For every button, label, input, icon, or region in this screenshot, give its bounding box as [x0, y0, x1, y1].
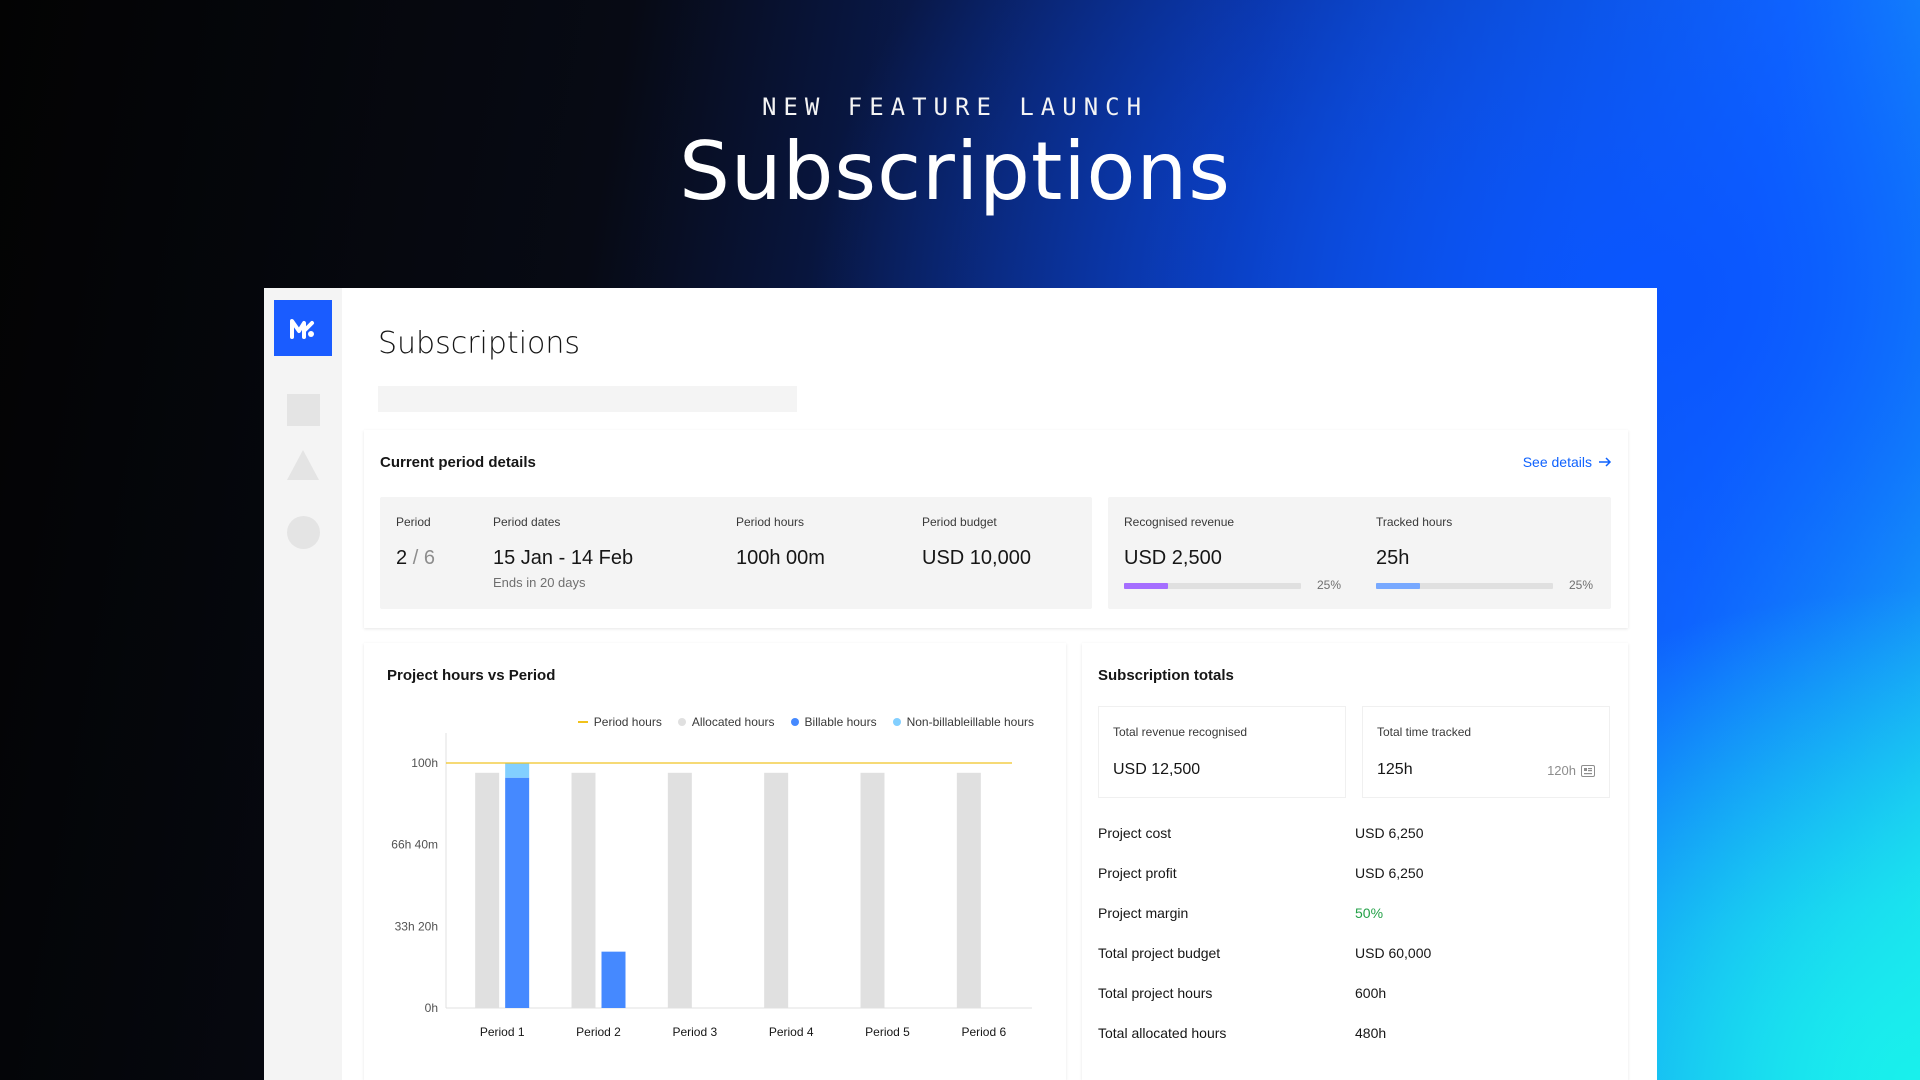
- period-dates-sub: Ends in 20 days: [493, 575, 586, 590]
- period-info-panel: Period 2 / 6 Period dates 15 Jan - 14 Fe…: [380, 497, 1092, 609]
- period-hours-value: 100h 00m: [736, 547, 825, 569]
- allocated-bar: [764, 772, 789, 1008]
- project-cost-label: Project cost: [1098, 825, 1172, 841]
- tracked-progress-fill: [1376, 583, 1421, 589]
- title-placeholder-bar: [378, 386, 797, 412]
- page-title: Subscriptions: [378, 326, 581, 361]
- total-project-hours-value: 600h: [1355, 985, 1387, 1001]
- x-tick-label: Period 3: [672, 1025, 717, 1039]
- hero-eyebrow: NEW FEATURE LAUNCH: [761, 93, 1149, 121]
- non-billable-bar: [505, 763, 530, 778]
- legend-label: Period hours: [593, 715, 662, 729]
- legend-billable-hours[interactable]: Billable hours: [790, 715, 877, 729]
- revenue-tracked-panel: Recognised revenue USD 2,500 25% Tracked…: [1108, 497, 1611, 609]
- project-cost-value: USD 6,250: [1355, 825, 1424, 841]
- current-period-card: Current period details See details Perio…: [364, 430, 1628, 628]
- project-profit-value: USD 6,250: [1355, 865, 1424, 881]
- period-current: 2: [396, 547, 408, 569]
- x-tick-label: Period 1: [480, 1025, 525, 1039]
- allocated-bar: [860, 772, 885, 1008]
- project-profit-label: Project profit: [1098, 865, 1177, 881]
- time-limit: 120h: [1547, 763, 1595, 778]
- app-window: Subscriptions Current period details See…: [264, 288, 1657, 1080]
- period-value: 2 / 6: [396, 547, 435, 570]
- arrow-right-icon: [1599, 457, 1612, 467]
- total-project-budget-value: USD 60,000: [1355, 945, 1432, 961]
- legend-line-swatch: [577, 721, 588, 723]
- total-revenue-box: Total revenue recognised USD 12,500: [1098, 706, 1346, 798]
- allocated-bar: [667, 772, 692, 1008]
- legend-dot-swatch: [892, 718, 901, 726]
- x-tick-label: Period 4: [769, 1025, 814, 1039]
- total-project-budget-label: Total project budget: [1098, 945, 1221, 961]
- billable-bar: [505, 777, 530, 1008]
- total-time-label: Total time tracked: [1377, 725, 1472, 739]
- period-dates-label: Period dates: [493, 515, 561, 529]
- y-tick-label: 33h 20h: [395, 919, 438, 933]
- revenue-percent: 25%: [1317, 578, 1342, 592]
- y-tick-label: 0h: [425, 1001, 438, 1015]
- tracked-progress-track: [1376, 583, 1553, 589]
- x-tick-label: Period 5: [865, 1025, 910, 1039]
- legend-dot-swatch: [677, 718, 686, 726]
- revenue-progress-track: [1124, 583, 1301, 589]
- chart-legend: Period hours Allocated hours Billable ho…: [577, 715, 1034, 729]
- legend-dot-swatch: [790, 718, 799, 726]
- hero-title: Subscriptions: [679, 125, 1231, 218]
- period-budget-label: Period budget: [922, 515, 997, 529]
- project-hours-chart: 0h 33h 20h 66h 40m 100h Period 1 Period 2 Peri…: [391, 733, 1032, 1039]
- tracked-hours-label: Tracked hours: [1376, 515, 1453, 529]
- tracked-percent: 25%: [1569, 578, 1594, 592]
- m-logo-icon[interactable]: [274, 300, 332, 356]
- legend-label: Allocated hours: [691, 715, 775, 729]
- project-hours-chart-card: Project hours vs Period Period hours All…: [364, 643, 1066, 1080]
- sidebar: [264, 288, 342, 1080]
- period-hours-label: Period hours: [736, 515, 805, 529]
- period-dates-value: 15 Jan - 14 Feb: [493, 547, 634, 569]
- total-revenue-label: Total revenue recognised: [1113, 725, 1248, 739]
- x-tick-label: Period 6: [961, 1025, 1006, 1039]
- total-time-value: 125h: [1377, 761, 1413, 778]
- legend-allocated-hours[interactable]: Allocated hours: [677, 715, 775, 729]
- y-tick-label: 100h: [411, 756, 438, 770]
- total-revenue-value: USD 12,500: [1113, 761, 1201, 778]
- current-period-title: Current period details: [380, 454, 536, 471]
- recognised-revenue-value: USD 2,500: [1124, 547, 1222, 569]
- totals-title: Subscription totals: [1098, 667, 1234, 684]
- total-allocated-hours-value: 480h: [1355, 1025, 1387, 1041]
- subscription-totals-card: Subscription totals Total revenue recogn…: [1082, 643, 1628, 1080]
- revenue-progress-fill: [1124, 583, 1169, 589]
- see-details-link[interactable]: See details: [1523, 454, 1612, 470]
- y-tick-label: 66h 40m: [391, 838, 438, 852]
- legend-label: Non-billableillable hours: [906, 715, 1034, 729]
- warning-card-icon[interactable]: [1581, 764, 1595, 777]
- total-allocated-hours-label: Total allocated hours: [1098, 1025, 1227, 1041]
- square-icon[interactable]: [287, 394, 320, 426]
- allocated-bar: [956, 772, 981, 1008]
- period-total: 6: [423, 547, 435, 569]
- see-details-label: See details: [1522, 454, 1592, 470]
- x-tick-label: Period 2: [576, 1025, 621, 1039]
- period-separator: /: [412, 547, 419, 569]
- recognised-revenue-label: Recognised revenue: [1124, 515, 1235, 529]
- legend-label: Billable hours: [804, 715, 877, 729]
- triangle-icon[interactable]: [287, 450, 319, 480]
- period-label: Period: [396, 515, 431, 529]
- allocated-bar: [571, 772, 596, 1008]
- total-time-box: Total time tracked 125h 120h: [1362, 706, 1610, 798]
- total-project-hours-label: Total project hours: [1098, 985, 1213, 1001]
- period-budget-value: USD 10,000: [922, 547, 1031, 569]
- allocated-bar: [475, 772, 500, 1008]
- legend-non-billable-hours[interactable]: Non-billableillable hours: [892, 715, 1034, 729]
- tracked-hours-value: 25h: [1376, 547, 1410, 569]
- billable-bar: [601, 951, 626, 1008]
- chart-card-title: Project hours vs Period: [387, 667, 556, 684]
- project-margin-value: 50%: [1355, 905, 1384, 921]
- time-limit-value: 120h: [1547, 763, 1576, 778]
- project-margin-label: Project margin: [1098, 905, 1189, 921]
- circle-icon[interactable]: [287, 516, 320, 549]
- legend-period-hours[interactable]: Period hours: [577, 715, 662, 729]
